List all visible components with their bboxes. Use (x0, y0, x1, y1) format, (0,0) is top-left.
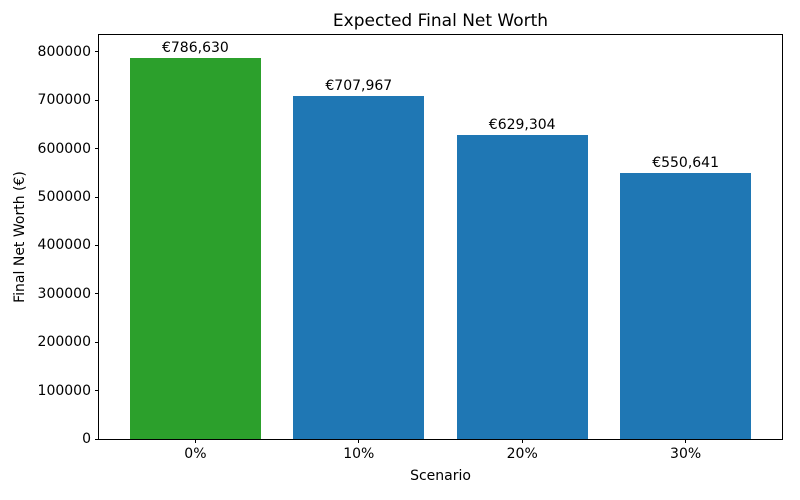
y-tick-label: 100000 (37, 382, 91, 399)
y-tick-mark (95, 293, 99, 295)
bar-value-label: €629,304 (488, 116, 556, 133)
x-tick-label: 0% (184, 446, 207, 462)
y-tick-mark (95, 196, 99, 198)
y-tick-mark (95, 51, 99, 53)
y-tick-mark (95, 390, 99, 392)
x-tick-label: 30% (670, 446, 702, 462)
x-axis-label: Scenario (410, 468, 471, 484)
bar (620, 172, 751, 439)
y-tick-mark (95, 341, 99, 343)
y-axis-label: Final Net Worth (€) (12, 171, 28, 303)
y-tick-label: 700000 (37, 92, 91, 109)
x-tick-label: 10% (343, 446, 375, 462)
y-tick-label: 0 (82, 431, 91, 447)
y-tick-label: 800000 (37, 43, 91, 60)
x-tick-mark (685, 439, 687, 443)
x-tick-mark (521, 439, 523, 443)
y-tick-label: 200000 (37, 334, 91, 351)
bar (293, 96, 425, 439)
x-tick-mark (358, 439, 360, 443)
bar-value-label: €786,630 (161, 40, 229, 57)
bar (456, 134, 588, 439)
y-tick-mark (95, 148, 99, 150)
x-tick-mark (194, 439, 196, 443)
y-tick-mark (95, 244, 99, 246)
y-tick-mark (95, 99, 99, 101)
chart-title: Expected Final Net Worth (332, 11, 549, 31)
y-tick-label: 300000 (37, 285, 91, 302)
y-tick-mark (95, 438, 99, 440)
plot-area: 0 100000 200000 300000 400000 500000 600000 700… (38, 34, 783, 462)
bar (130, 58, 261, 439)
bar-value-label: €550,641 (652, 154, 719, 171)
bar-value-label: €707,967 (325, 78, 393, 95)
y-tick-label: 600000 (37, 140, 91, 157)
y-tick-label: 400000 (37, 237, 91, 254)
x-tick-label: 20% (506, 446, 538, 462)
y-tick-label: 500000 (37, 189, 91, 206)
